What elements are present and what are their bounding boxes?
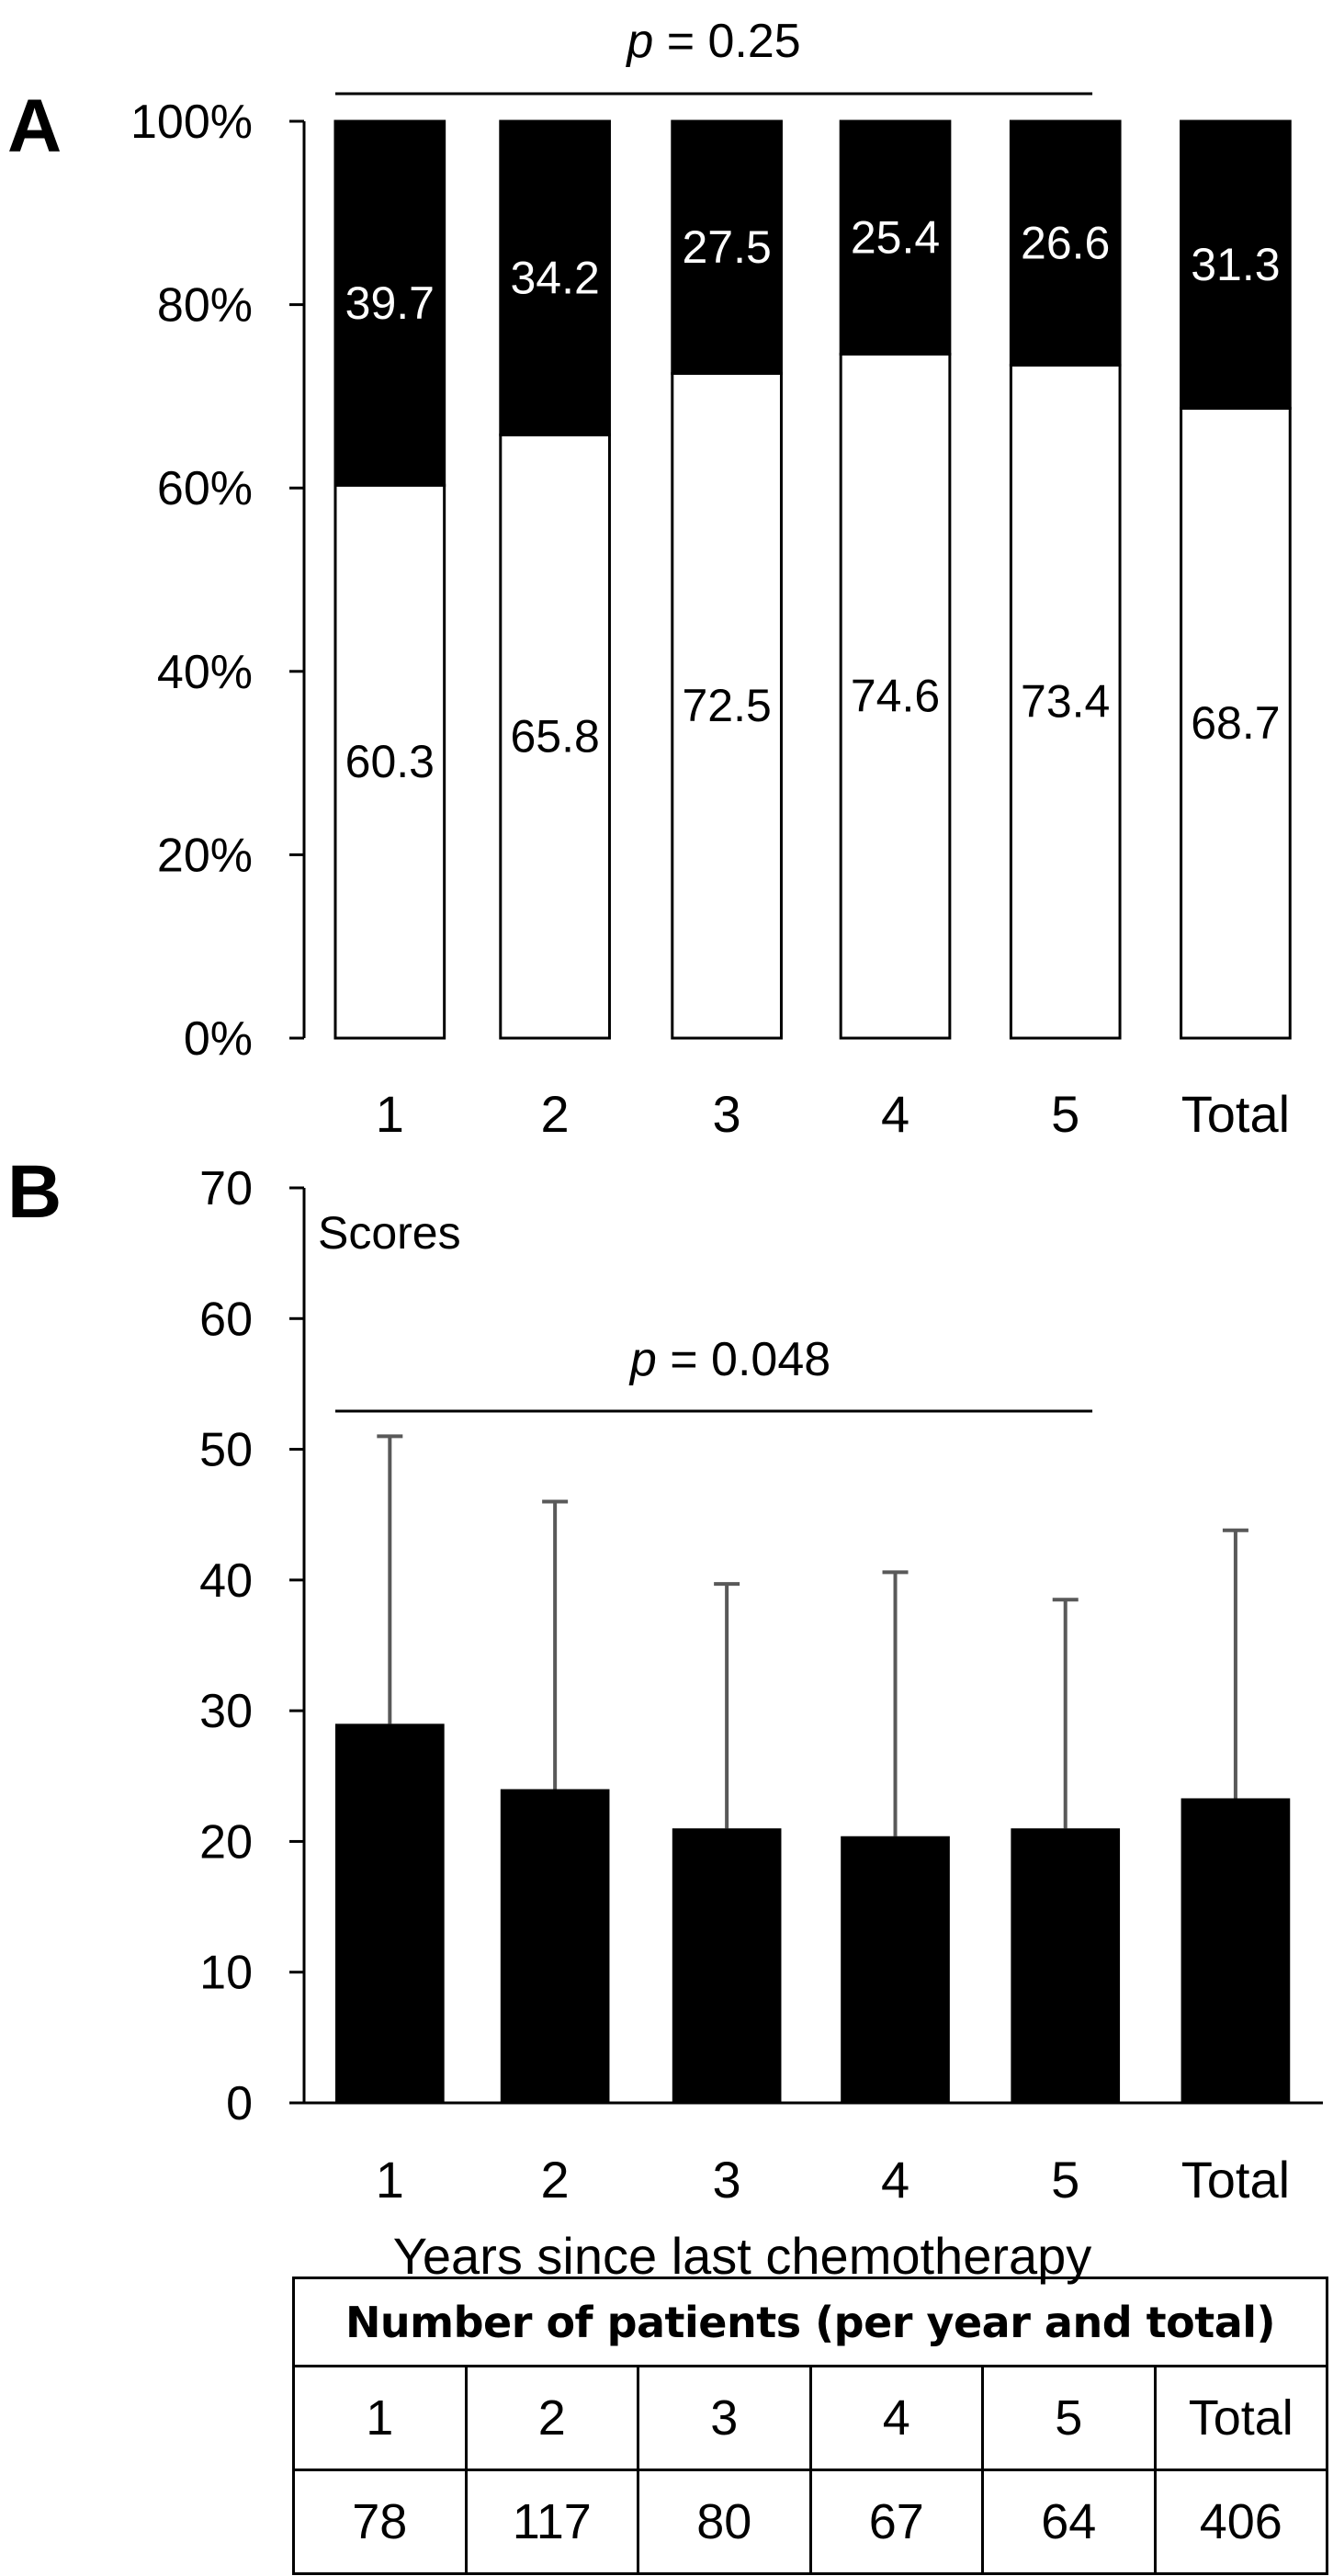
- table-header-cell: 4: [808, 2365, 984, 2471]
- table-value-cell: 80: [637, 2469, 812, 2575]
- table-value-cell: 78: [292, 2469, 468, 2575]
- panel-b-letter: B: [7, 1150, 62, 1234]
- chart-b: 0 10 20 30 40 50 60 70 Scores 1 2 3 4 5 Total Years sin…: [199, 1162, 1323, 2285]
- table-value-cell: 406: [1153, 2469, 1328, 2575]
- bar-a-upper-label: 25.4: [851, 212, 940, 264]
- p-symbol-b: p: [628, 1333, 657, 1386]
- y-tick-label-b: 70: [199, 1162, 253, 1215]
- p-value-a: p = 0.25: [625, 15, 800, 68]
- p-value-b: p = 0.048: [628, 1333, 830, 1386]
- table-value-row: 78 117 80 67 64 406: [292, 2469, 1328, 2575]
- table-value-cell: 67: [808, 2469, 984, 2575]
- patients-table: Number of patients (per year and total) …: [292, 2277, 1328, 2575]
- bar-a-upper-label: 34.2: [510, 253, 599, 304]
- panel-a-letter: A: [7, 85, 62, 168]
- bar-a-upper: [1009, 119, 1122, 367]
- x-tick-label-b: 2: [541, 2151, 570, 2209]
- x-tick-label-b: 5: [1051, 2151, 1079, 2209]
- bar-a-upper: [671, 119, 783, 375]
- x-tick-label-a: 5: [1051, 1085, 1079, 1143]
- bar-a-lower: [839, 352, 952, 1040]
- bar-b: [1180, 1798, 1291, 2103]
- bar-a-lower: [499, 433, 611, 1040]
- bar-a-lower-label: 60.3: [345, 736, 435, 787]
- chart-a: 0% 20% 40% 60% 80% 100% 60.3 39.7 1 65.8 34.2 2 72.5…: [130, 15, 1292, 1143]
- y-tick-label-b: 50: [199, 1424, 253, 1477]
- y-tick-label-a: 0%: [184, 1012, 253, 1066]
- y-tick-label-a: 40%: [157, 646, 253, 699]
- table-header-cell: 2: [464, 2365, 639, 2471]
- bar-b: [334, 1723, 445, 2103]
- table-value-cell: 117: [464, 2469, 639, 2575]
- bar-b: [1011, 1828, 1121, 2103]
- y-tick-label-b: 30: [199, 1685, 253, 1738]
- x-tick-label-a: 2: [541, 1085, 570, 1143]
- table-header-cell: 1: [292, 2365, 468, 2471]
- bar-a-upper-label: 26.6: [1021, 218, 1110, 269]
- bar-a-upper: [499, 119, 611, 436]
- table-header-cell: 5: [981, 2365, 1157, 2471]
- bar-a-lower-label: 74.6: [851, 671, 940, 722]
- bar-a-lower-label: 72.5: [682, 680, 771, 731]
- table-value-cell: 64: [981, 2469, 1157, 2575]
- bar-b: [672, 1828, 782, 2103]
- p-symbol-a: p: [625, 15, 653, 68]
- x-tick-label-b: 1: [376, 2151, 404, 2209]
- y-axis-label-b: Scores: [318, 1207, 461, 1259]
- x-tick-label-a: 4: [881, 1085, 909, 1143]
- x-tick-label-a: Total: [1181, 1085, 1290, 1143]
- bar-a-upper: [1180, 119, 1292, 410]
- bar-a-lower-label: 73.4: [1021, 676, 1110, 728]
- y-tick-label-b: 0: [226, 2077, 253, 2130]
- bar-a-upper: [333, 119, 446, 487]
- x-tick-label-b: Total: [1181, 2151, 1290, 2209]
- x-tick-label-a: 3: [713, 1085, 741, 1143]
- table-header-row: 1 2 3 4 5 Total: [292, 2365, 1328, 2471]
- p-text-b: = 0.048: [657, 1333, 830, 1386]
- x-tick-label-b: 4: [881, 2151, 909, 2209]
- bar-a-lower: [671, 371, 783, 1040]
- p-text-a: = 0.25: [653, 15, 800, 68]
- y-tick-label-a: 100%: [130, 96, 253, 149]
- bar-a-upper-label: 31.3: [1191, 239, 1280, 290]
- y-tick-label-a: 80%: [157, 279, 253, 333]
- bar-a-lower-label: 65.8: [510, 711, 599, 763]
- y-tick-label-b: 60: [199, 1293, 253, 1346]
- table-header-cell: Total: [1153, 2365, 1328, 2471]
- bar-a-lower-label: 68.7: [1191, 697, 1280, 749]
- y-tick-label-a: 20%: [157, 829, 253, 882]
- table-title: Number of patients (per year and total): [292, 2277, 1328, 2367]
- y-tick-label-b: 40: [199, 1554, 253, 1608]
- y-tick-label-b: 10: [199, 1947, 253, 2000]
- x-tick-label-a: 1: [376, 1085, 404, 1143]
- bar-b: [841, 1836, 950, 2103]
- bar-a-lower: [1180, 406, 1292, 1040]
- bar-a-upper-label: 27.5: [682, 221, 771, 273]
- bar-a-upper-label: 39.7: [345, 277, 435, 329]
- bar-b: [500, 1789, 610, 2103]
- x-axis-label-b: Years since last chemotherapy: [393, 2227, 1092, 2285]
- x-tick-label-b: 3: [713, 2151, 741, 2209]
- y-tick-label-b: 20: [199, 1815, 253, 1869]
- bar-a-lower: [1009, 363, 1122, 1040]
- bar-a-upper: [839, 119, 952, 356]
- y-tick-label-a: 60%: [157, 462, 253, 515]
- table-header-cell: 3: [637, 2365, 812, 2471]
- bar-a-lower: [333, 483, 446, 1040]
